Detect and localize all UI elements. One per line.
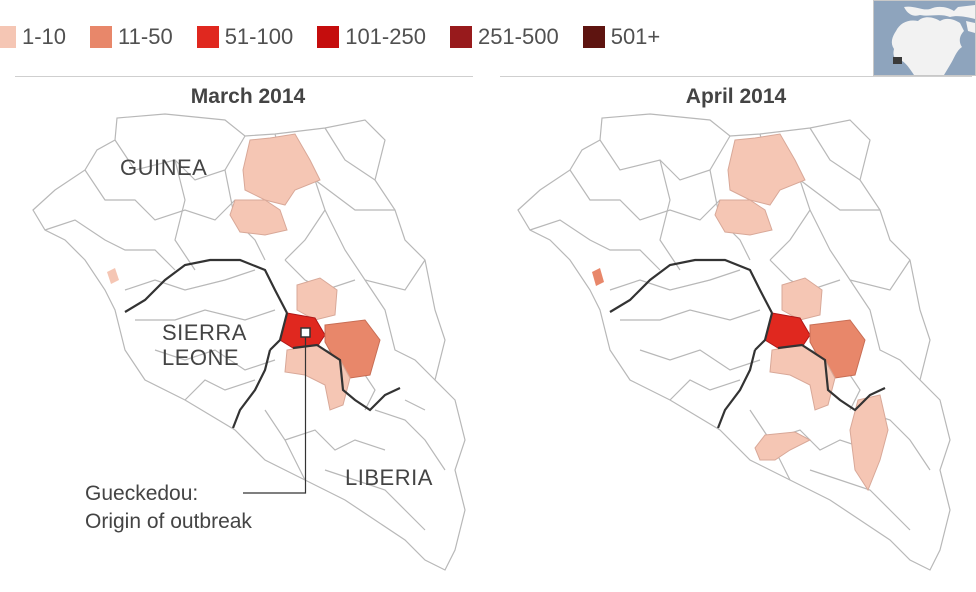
legend-label: 501+ (610, 24, 661, 49)
district-conakry (592, 268, 604, 286)
country-outline (517, 113, 951, 571)
africa-outline-icon (891, 5, 975, 75)
border (754, 312, 774, 351)
border-guinea-sierra-leone (609, 258, 773, 314)
legend-swatch (0, 26, 16, 48)
border (269, 312, 289, 351)
map-march-2014 (32, 113, 466, 571)
callout-line1: Gueckedou: (85, 482, 199, 505)
origin-marker (300, 327, 311, 338)
district-1-10 (229, 199, 288, 236)
callout-line (243, 337, 307, 494)
border-guinea-liberia (777, 343, 886, 412)
africa-locator-map (873, 0, 976, 76)
label-liberia: LIBERIA (345, 465, 433, 490)
district-1-10 (242, 133, 321, 206)
divider-right (500, 76, 972, 77)
border-guinea-liberia (292, 343, 401, 412)
legend-swatch (582, 26, 605, 48)
label-leone: LEONE (162, 345, 240, 370)
label-guinea: GUINEA (120, 155, 208, 180)
district-conakry (107, 268, 119, 284)
district-kissidougou (296, 277, 338, 321)
legend-swatch (449, 26, 472, 48)
legend-item-101-250: 101-250 (317, 24, 426, 50)
legend-label: 101-250 (345, 24, 426, 49)
legend: 1-10 11-50 51-100 101-250 251-500 501+ (0, 24, 684, 50)
legend-swatch (90, 26, 113, 48)
district-kissidougou (781, 277, 823, 321)
region-highlight-marker (893, 57, 902, 64)
legend-label: 1-10 (22, 24, 67, 49)
legend-item-11-50: 11-50 (90, 24, 173, 50)
legend-label: 51-100 (224, 24, 294, 49)
legend-label: 251-500 (477, 24, 559, 49)
panel-title-march: March 2014 (190, 85, 306, 108)
legend-item-251-500: 251-500 (449, 24, 559, 50)
legend-label: 11-50 (118, 24, 173, 49)
label-sierra: SIERRA (162, 320, 247, 345)
callout-gueckedou: Gueckedou: Origin of outbreak (85, 480, 252, 536)
border-guinea-sierra-leone (124, 258, 288, 314)
border-sierra-leone-liberia (231, 349, 272, 429)
country-outline (32, 113, 466, 571)
callout-line2: Origin of outbreak (85, 510, 252, 533)
district-nimba (849, 394, 889, 492)
map-april-2014 (517, 113, 951, 571)
divider-left (15, 76, 473, 77)
panel-title-april: April 2014 (685, 85, 787, 108)
legend-item-501-plus: 501+ (582, 24, 661, 50)
legend-swatch (317, 26, 340, 48)
legend-item-1-10: 1-10 (0, 24, 66, 50)
legend-item-51-100: 51-100 (196, 24, 294, 50)
district-margibi (754, 431, 812, 461)
border-sierra-leone-liberia (716, 349, 757, 429)
legend-swatch (196, 26, 219, 48)
district-1-10 (714, 199, 773, 236)
district-1-10 (727, 133, 806, 206)
